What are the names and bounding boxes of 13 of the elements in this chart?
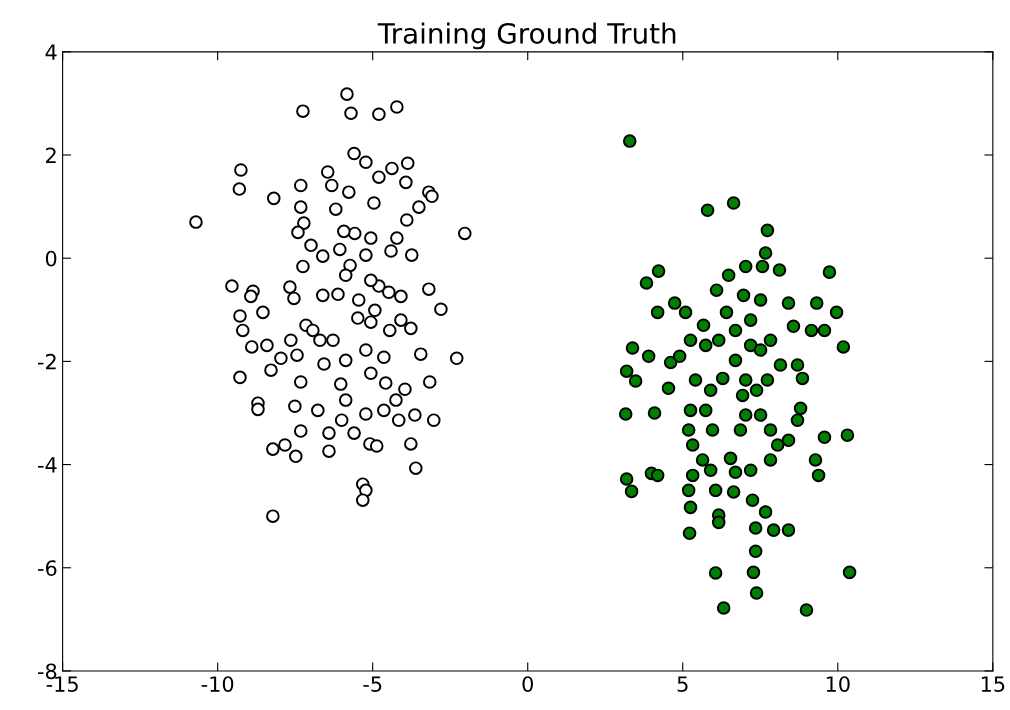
y-tick-label: -2 (38, 353, 56, 370)
x-tick-label: 10 (826, 676, 850, 692)
y-tick-label: 0 (45, 250, 57, 267)
x-tick-label: -10 (201, 676, 234, 692)
y-tick-label: 2 (46, 147, 56, 163)
y-tick-label: 4 (45, 44, 57, 60)
x-tick-label: 0 (522, 676, 533, 692)
chart-title: Training Ground Truth (377, 22, 676, 50)
y-tick-label: -6 (38, 560, 57, 576)
x-tick-label: -5 (363, 676, 382, 692)
y-tick-label: -4 (38, 457, 57, 473)
x-tick-label: 5 (677, 676, 688, 692)
x-tick-label: 15 (981, 676, 1005, 692)
